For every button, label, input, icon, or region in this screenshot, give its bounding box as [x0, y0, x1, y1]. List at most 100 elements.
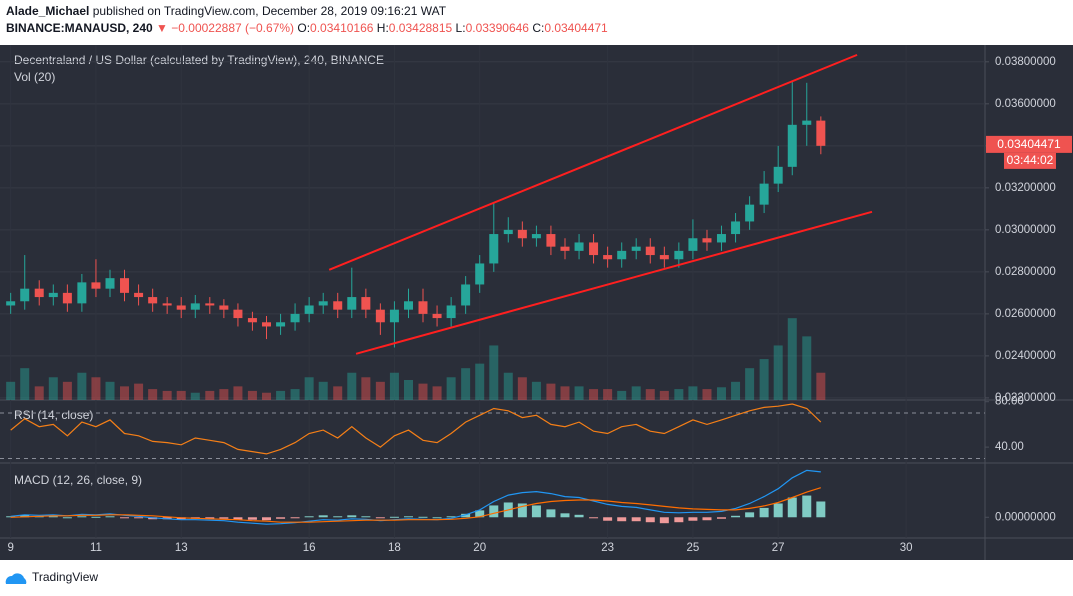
y-tick-label: 0.02600000: [995, 308, 1056, 320]
candle-body: [716, 234, 726, 243]
volume-bar: [91, 377, 101, 400]
candle-body: [176, 305, 186, 310]
macd-histogram-bar: [560, 513, 570, 518]
volume-bar: [77, 372, 87, 400]
ohlc-value: 0.03390646: [466, 21, 530, 35]
macd-histogram-bar: [674, 517, 684, 523]
candle-body: [105, 278, 115, 289]
macd-histogram-bar: [446, 516, 456, 518]
volume-bar: [361, 377, 371, 400]
candle-body: [34, 288, 44, 298]
author: Alade_Michael: [6, 4, 89, 18]
ohlc-key: C:: [532, 21, 544, 35]
volume-bar: [759, 359, 769, 400]
candle-body: [91, 282, 101, 289]
chart-background: [0, 45, 1073, 560]
candle-body: [418, 301, 428, 314]
x-tick-label: 11: [90, 542, 102, 554]
candle-body: [247, 318, 257, 323]
volume-bar: [418, 383, 428, 400]
candle-body: [62, 292, 72, 304]
macd-histogram-bar: [645, 517, 655, 523]
candle-body: [702, 238, 712, 243]
rsi-tick-label: 40.00: [995, 441, 1024, 453]
brand: TradingView: [32, 570, 98, 584]
macd-histogram-bar: [716, 517, 726, 519]
candle-body: [461, 284, 471, 306]
ohlc-value: 0.03404471: [544, 21, 608, 35]
macd-histogram-bar: [816, 501, 826, 518]
macd-histogram-bar: [318, 515, 328, 518]
rsi-line: [10, 403, 822, 455]
volume-bar: [162, 390, 172, 400]
macd-histogram-bar: [62, 517, 72, 519]
volume-bar: [475, 363, 485, 400]
macd-histogram-bar: [745, 512, 755, 518]
candle-body: [205, 303, 215, 306]
volume-bar: [617, 390, 627, 400]
macd-histogram-bar: [361, 516, 371, 518]
volume-bar: [546, 383, 556, 400]
volume-bar: [773, 345, 783, 400]
candle-body: [617, 250, 627, 260]
volume-bar: [816, 372, 826, 400]
macd-histogram-bar: [262, 517, 272, 521]
x-tick-label: 9: [7, 542, 13, 554]
macd-histogram-bar: [461, 513, 471, 518]
candle-body: [603, 255, 613, 260]
rsi-pane: [0, 400, 985, 463]
y-tick-label: 0.02800000: [995, 266, 1056, 278]
macd-histogram-bar: [276, 517, 286, 519]
candle-body: [20, 288, 30, 302]
macd-histogram-bar: [432, 517, 442, 519]
candle-body: [262, 322, 272, 327]
volume-bar: [20, 368, 30, 400]
volume-bar: [688, 386, 698, 400]
x-tick-label: 27: [772, 542, 785, 554]
macd-histogram-bar: [48, 516, 58, 518]
volume-bar: [745, 368, 755, 400]
candle-body: [276, 322, 286, 327]
macd-histogram-bar: [702, 517, 712, 521]
candle-body: [659, 255, 669, 260]
candle-body: [574, 242, 584, 251]
volume-bar: [148, 389, 158, 400]
candle-body: [432, 313, 442, 319]
change: −0.00022887 (−0.67%): [171, 21, 294, 35]
symbol: BINANCE:MANAUSD, 240: [6, 21, 153, 35]
volume-bar: [105, 381, 115, 400]
macd-histogram-bar: [91, 516, 101, 518]
footer-background: [0, 560, 1073, 596]
author-line: Alade_Michael published on TradingView.c…: [6, 4, 447, 18]
candle-body: [446, 305, 456, 319]
y-tick-label: 0.03200000: [995, 182, 1056, 194]
candle-body: [304, 305, 314, 314]
ohlc-key: O:: [297, 21, 310, 35]
candle-body: [759, 183, 769, 205]
candle-body: [517, 229, 527, 239]
candle-body: [361, 297, 371, 310]
symbol-line: BINANCE:MANAUSD, 240 ▼ −0.00022887 (−0.6…: [6, 21, 608, 35]
volume-bar: [403, 380, 413, 400]
candle-body: [318, 301, 328, 306]
candle-body: [290, 313, 300, 323]
last-price-box: [986, 135, 1072, 153]
macd-histogram-bar: [233, 517, 243, 520]
candle-body: [475, 263, 485, 285]
macd-histogram-bar: [802, 495, 812, 518]
countdown-box: [1004, 152, 1056, 169]
macd-title: MACD (12, 26, close, 9): [14, 473, 142, 487]
volume-bar: [702, 389, 712, 400]
volume-bar: [389, 372, 399, 400]
macd-histogram-bar: [475, 510, 485, 518]
macd-histogram-bar: [290, 517, 300, 519]
volume-bar: [603, 389, 613, 400]
candle-body: [389, 309, 399, 323]
candle-body: [560, 246, 570, 251]
trend-line: [328, 53, 858, 271]
volume-bar: [531, 381, 541, 400]
macd-histogram-bar: [120, 517, 130, 519]
macd-histogram-bar: [773, 503, 783, 518]
